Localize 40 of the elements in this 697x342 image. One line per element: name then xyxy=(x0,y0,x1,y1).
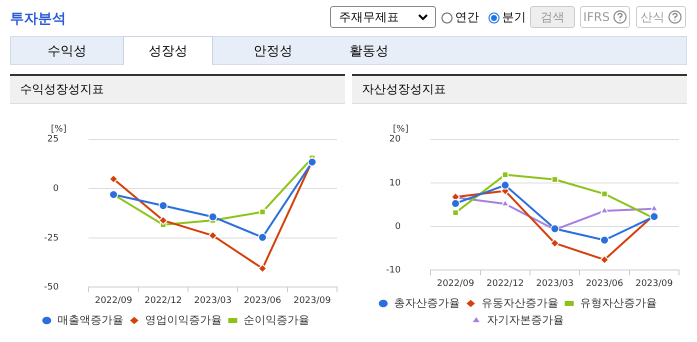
legend-label: 유동자산증가율 xyxy=(481,296,558,310)
x-tick-label: 2022/12 xyxy=(144,296,182,306)
text: 투자분석 xyxy=(10,10,66,28)
legend-label: 자기자본증가율 xyxy=(486,313,564,326)
text: 수익성 xyxy=(46,42,88,60)
y-tick-label: 0 xyxy=(394,222,401,232)
chart-title: 수익성장성지표 xyxy=(10,74,345,104)
legend-label: 매출액증가율 xyxy=(57,313,124,326)
text: 검색 xyxy=(530,6,575,28)
y-tick-label: 20 xyxy=(389,134,401,145)
text: 주재무제표 xyxy=(339,8,399,26)
x-tick-label: 2023/03 xyxy=(536,278,574,289)
y-tick-label: 0 xyxy=(52,184,59,194)
x-tick-label: 2023/06 xyxy=(244,296,282,306)
y-axis-title: [%] xyxy=(50,124,66,135)
text: 성장성 xyxy=(123,36,213,65)
chart-title: 자산성장성지표 xyxy=(352,74,687,104)
legend-label: 총자산증가율 xyxy=(394,296,460,310)
text: 연간 xyxy=(455,9,479,26)
x-tick-label: 2023/09 xyxy=(293,296,332,306)
x-tick-label: 2023/09 xyxy=(635,278,674,289)
y-axis-title: [%] xyxy=(392,124,408,135)
y-tick-label: 25 xyxy=(47,134,59,145)
y-tick-label: 10 xyxy=(389,178,401,188)
y-tick-label: -50 xyxy=(44,282,59,293)
x-tick-label: 2022/09 xyxy=(94,296,132,306)
text: 산식 xyxy=(640,8,664,26)
text: 안정성 xyxy=(252,42,294,60)
text: 분기 xyxy=(502,9,526,26)
x-tick-label: 2023/03 xyxy=(194,296,232,306)
y-tick-label: -10 xyxy=(386,266,401,276)
x-tick-label: 2022/12 xyxy=(486,278,524,289)
x-tick-label: 2023/06 xyxy=(586,278,624,289)
y-tick-label: -25 xyxy=(44,233,59,244)
text: 활동성 xyxy=(348,42,390,60)
legend-label: 영업이익증가율 xyxy=(144,313,222,326)
text: IFRS xyxy=(583,10,610,24)
legend-label: 유형자산증가율 xyxy=(580,296,657,310)
x-tick-label: 2022/09 xyxy=(436,278,474,289)
legend-label: 순이익증가율 xyxy=(243,313,310,326)
